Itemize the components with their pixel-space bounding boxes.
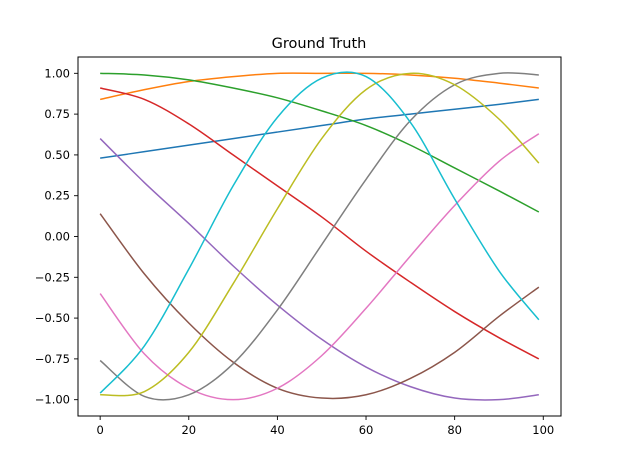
series-line-7 xyxy=(99,133,540,401)
x-tick-label: 80 xyxy=(447,423,462,437)
y-tick-label: 0.50 xyxy=(44,148,70,162)
series-layer xyxy=(99,71,540,401)
y-axis-ticks: 1.00 0.75 0.50 0.25 0.00 −0.25 −0.50 −0.75 −1.00 xyxy=(35,66,78,407)
series-line-5 xyxy=(99,138,539,401)
series-line-9 xyxy=(100,72,540,397)
chart-title: Ground Truth xyxy=(272,36,367,52)
x-tick-label: 100 xyxy=(532,423,554,437)
y-tick-label: −0.25 xyxy=(35,270,70,284)
y-tick-label: −0.50 xyxy=(35,311,70,325)
series-line-10 xyxy=(99,71,540,394)
x-tick-label: 0 xyxy=(96,423,103,437)
series-line-6 xyxy=(99,213,540,400)
series-line-3 xyxy=(100,72,540,213)
y-tick-label: −0.75 xyxy=(35,352,70,366)
x-tick-label: 20 xyxy=(181,423,196,437)
x-tick-label: 60 xyxy=(359,423,374,437)
y-tick-label: 0.00 xyxy=(44,230,70,244)
y-tick-label: 0.75 xyxy=(44,107,70,121)
y-tick-label: 1.00 xyxy=(44,66,70,80)
x-tick-label: 40 xyxy=(270,423,285,437)
y-tick-label: 0.25 xyxy=(44,189,70,203)
series-line-1 xyxy=(100,98,539,159)
series-line-4 xyxy=(99,87,540,360)
series-line-8 xyxy=(99,72,539,401)
x-axis-ticks: 0 20 40 60 80 100 xyxy=(96,416,554,437)
y-tick-label: −1.00 xyxy=(35,393,70,407)
